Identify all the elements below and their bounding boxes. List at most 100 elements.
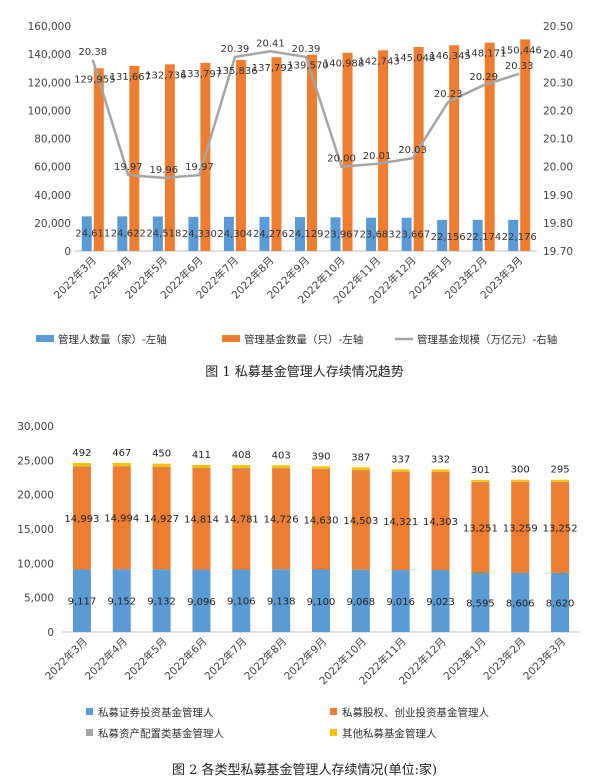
data-label-funds: 131,667: [110, 72, 151, 83]
bar-other: [232, 465, 251, 468]
bar-equity-vc: [351, 470, 370, 570]
y-left-tick-label: 100,000: [28, 105, 71, 117]
data-label-securities: 9,152: [107, 597, 136, 608]
bar-other: [431, 469, 450, 472]
bar-funds: [484, 42, 495, 251]
data-label-scale: 20.39: [221, 44, 250, 55]
data-label-scale: 20.38: [78, 47, 107, 58]
y-tick-label: 15,000: [17, 524, 54, 536]
data-label-other: 387: [351, 452, 370, 463]
x-tick-label: 2023年3月: [521, 635, 569, 683]
y-left-tick-label: 0: [64, 246, 71, 258]
legend-swatch: [86, 729, 93, 736]
bar-funds: [271, 57, 282, 252]
data-label-equity-vc: 13,259: [503, 523, 538, 534]
bar-securities: [112, 569, 131, 632]
bar-securities: [511, 572, 530, 632]
bar-managers: [81, 216, 92, 251]
y-right-tick-label: 20.40: [543, 49, 573, 61]
bar-asset-allocation: [511, 481, 530, 483]
manager-type-stacked-chart: 0 5,000 10,000 15,000 20,000 25,000 30,000 9,11…: [17, 421, 580, 740]
data-label-other: 450: [152, 449, 171, 460]
legend-label: 管理人数量（家）-左轴: [58, 333, 167, 346]
data-label-scale: 20.41: [256, 38, 285, 49]
bar-funds: [307, 54, 317, 251]
data-label-other: 295: [551, 465, 570, 476]
data-label-scale: 20.29: [469, 72, 498, 83]
bar-managers: [188, 216, 199, 251]
data-label-other: 390: [311, 451, 330, 462]
data-label-securities: 9,096: [187, 597, 216, 608]
data-label-funds: 142,743: [358, 56, 399, 67]
data-label-equity-vc: 13,251: [463, 523, 498, 534]
bar-funds: [520, 39, 531, 251]
bar-equity-vc: [152, 466, 171, 570]
data-label-scale: 20.39: [292, 44, 321, 55]
legend-swatch: [222, 335, 240, 342]
data-label-funds: 137,792: [252, 63, 293, 74]
y-right-tick-label: 20.50: [543, 21, 573, 33]
bar-equity-vc: [112, 466, 131, 570]
bar-other: [351, 467, 370, 471]
data-label-managers: 24,611: [75, 228, 110, 239]
y-right-tick-label: 20.30: [543, 77, 573, 89]
bar-funds: [342, 52, 353, 251]
bar-other: [272, 465, 291, 469]
legend-label: 私募股权、创业投资基金管理人: [342, 706, 489, 719]
bar-managers: [472, 219, 483, 251]
data-label-securities: 9,016: [386, 597, 415, 608]
y-left-tick-label: 20,000: [34, 218, 71, 230]
data-label-equity-vc: 14,503: [343, 516, 378, 527]
bar-securities: [232, 569, 251, 632]
bar-securities: [192, 569, 211, 632]
y-tick-label: 5,000: [24, 593, 54, 605]
bar-equity-vc: [72, 466, 91, 570]
bar-funds: [378, 50, 389, 251]
legend-swatch: [36, 335, 54, 342]
y-right-tick-label: 20.00: [543, 162, 573, 174]
bar-funds: [93, 68, 104, 251]
bar-equity-vc: [511, 481, 530, 573]
bar-other: [152, 463, 171, 467]
data-label-scale: 19.97: [185, 162, 214, 173]
bar-asset-allocation: [391, 471, 410, 473]
y-left-tick-label: 160,000: [28, 21, 71, 33]
bar-funds: [449, 45, 460, 251]
y-left-tick-label: 80,000: [34, 134, 71, 146]
bar-asset-allocation: [431, 471, 450, 473]
data-label-managers: 22,176: [502, 232, 537, 243]
bar-equity-vc: [391, 471, 410, 571]
bar-asset-allocation: [112, 466, 131, 467]
y-tick-label: 20,000: [17, 490, 54, 502]
data-label-other: 467: [112, 448, 131, 459]
y-right-tick-label: 19.70: [543, 246, 573, 258]
bar-managers: [223, 216, 234, 251]
data-label-funds: 148,171: [465, 49, 506, 60]
bar-managers: [508, 219, 519, 251]
data-label-funds: 146,345: [429, 51, 470, 62]
data-label-managers: 24,129: [289, 229, 324, 240]
bar-securities: [72, 569, 91, 632]
data-label-securities: 8,595: [466, 598, 495, 609]
y-left-tick-label: 140,000: [28, 49, 71, 61]
data-label-securities: 9,023: [426, 597, 455, 608]
legend-label: 其他私募基金管理人: [342, 727, 437, 740]
data-label-funds: 140,988: [323, 59, 364, 70]
bar-equity-vc: [551, 481, 570, 573]
data-label-managers: 23,967: [324, 229, 359, 240]
bar-equity-vc: [312, 469, 330, 570]
data-label-managers: 24,304: [217, 229, 252, 240]
data-label-managers: 24,518: [146, 229, 181, 240]
bar-managers: [295, 217, 305, 251]
bar-other: [112, 462, 131, 467]
y-tick-label: 30,000: [17, 421, 54, 433]
data-label-managers: 23,667: [395, 230, 430, 241]
data-label-funds: 150,446: [501, 45, 542, 56]
data-label-securities: 8,606: [506, 598, 535, 609]
bar-other: [471, 479, 490, 482]
bar-managers: [437, 219, 448, 251]
data-label-managers: 22,156: [431, 232, 466, 243]
legend-label: 管理基金数量（只）-左轴: [244, 333, 363, 346]
legend-swatch: [330, 729, 337, 736]
bar-equity-vc: [272, 468, 291, 570]
